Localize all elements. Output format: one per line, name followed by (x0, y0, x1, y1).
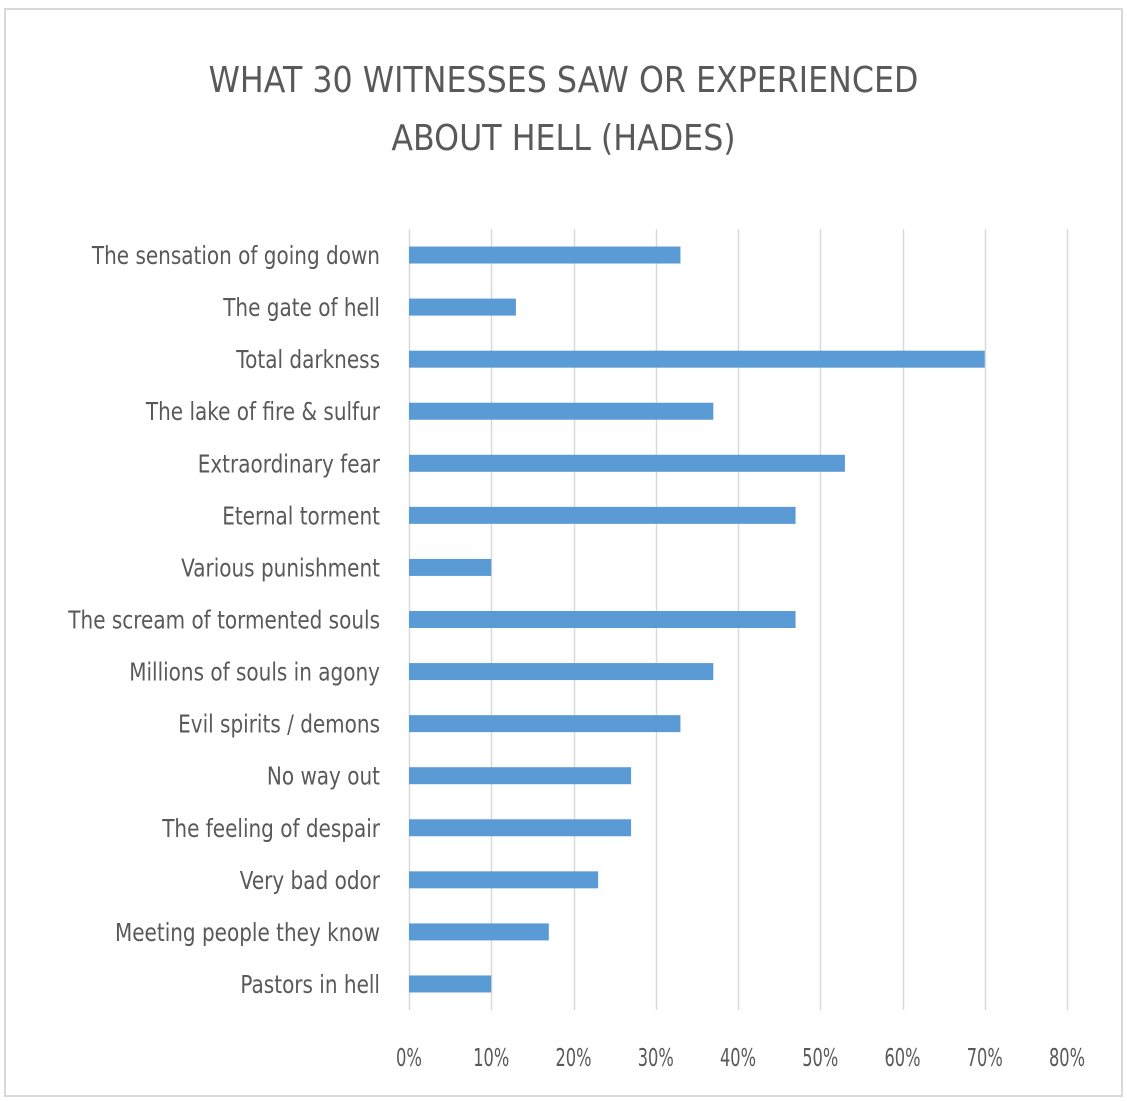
x-tick-label: 20% (556, 1043, 592, 1072)
x-tick-label: 10% (473, 1043, 509, 1072)
bar (409, 558, 492, 576)
bar (409, 246, 681, 264)
category-label: The scream of tormented souls (68, 606, 380, 635)
category-label: The sensation of going down (91, 241, 380, 270)
chart-title: WHAT 30 WITNESSES SAW OR EXPERIENCED ABO… (68, 52, 1060, 168)
bar (409, 975, 492, 993)
bar (409, 663, 714, 681)
x-tick-label: 80% (1049, 1043, 1085, 1072)
category-label: Meeting people they know (115, 918, 380, 947)
x-axis-tick-labels: 0% 10% 20% 30% 40% 50% 60% 70% 80% (396, 1043, 1085, 1072)
chart-title-line-2: ABOUT HELL (HADES) (391, 118, 736, 159)
x-tick-label: 70% (967, 1043, 1003, 1072)
category-label: Various punishment (181, 553, 380, 582)
bar (409, 767, 632, 785)
bar (409, 871, 599, 889)
category-label: Total darkness (235, 345, 380, 374)
bar (409, 506, 796, 524)
category-label: Millions of souls in agony (129, 658, 380, 687)
chart-frame (4, 8, 1123, 1097)
bar (409, 819, 632, 837)
bars (409, 246, 985, 993)
bar (409, 402, 714, 420)
bar (409, 715, 681, 733)
category-label: Evil spirits / demons (178, 710, 380, 739)
category-label: The gate of hell (222, 293, 380, 322)
bar (409, 454, 845, 472)
category-label: Extraordinary fear (198, 449, 381, 478)
bar (409, 298, 516, 316)
chart-title-line-1: WHAT 30 WITNESSES SAW OR EXPERIENCED (208, 60, 919, 101)
bar (409, 611, 796, 628)
x-tick-label: 40% (720, 1043, 756, 1072)
bar (409, 923, 549, 941)
bar (409, 350, 985, 368)
category-label: No way out (267, 762, 380, 791)
category-label: The lake of fire & sulfur (145, 397, 380, 426)
x-tick-label: 30% (638, 1043, 674, 1072)
x-tick-label: 60% (885, 1043, 921, 1072)
category-label: Pastors in hell (240, 970, 380, 999)
category-label: Eternal torment (222, 501, 380, 530)
category-label: The feeling of despair (161, 814, 380, 843)
category-labels: The sensation of going down The gate of h… (68, 241, 381, 999)
x-tick-label: 50% (802, 1043, 838, 1072)
x-tick-label: 0% (396, 1043, 422, 1072)
category-label: Very bad odor (240, 866, 381, 895)
